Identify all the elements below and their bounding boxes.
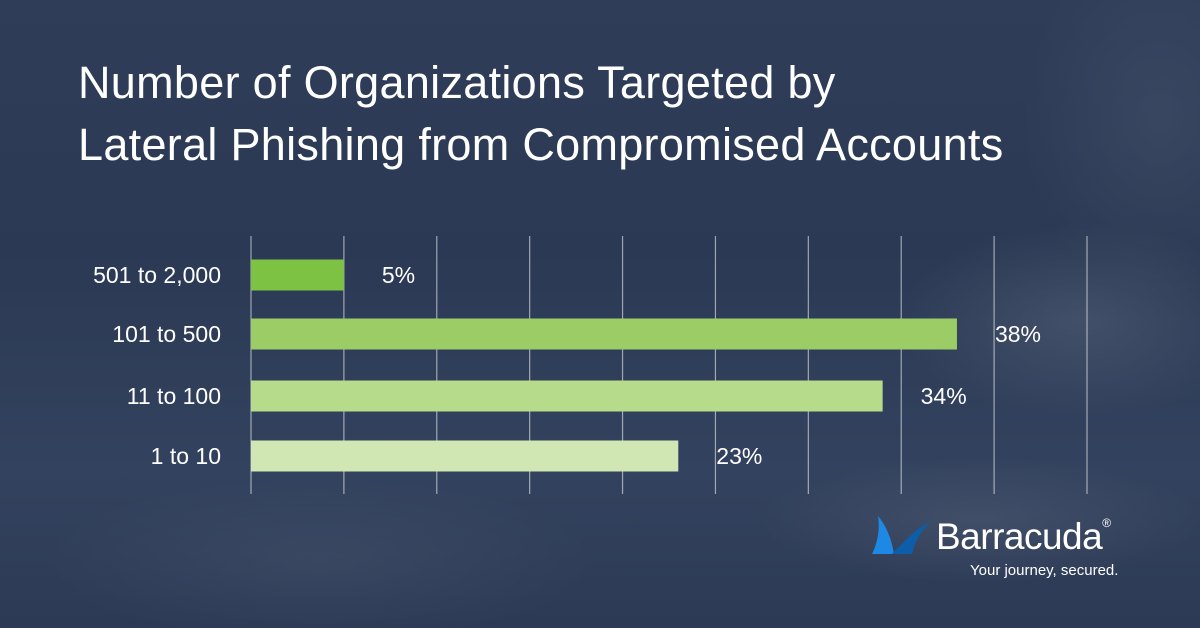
value-label-3: 23%: [716, 443, 762, 469]
chart-title-line-2: Lateral Phishing from Compromised Accoun…: [78, 119, 1004, 170]
category-label-2: 11 to 100: [127, 383, 221, 409]
chart-title-line-1: Number of Organizations Targeted by: [78, 57, 836, 108]
value-label-2: 34%: [921, 383, 967, 409]
value-label-0: 5%: [382, 262, 415, 288]
bar-0: [251, 259, 344, 291]
category-label-3: 1 to 10: [151, 443, 221, 469]
value-label-1: 38%: [995, 321, 1041, 347]
bar-1: [251, 318, 957, 350]
bar-3: [251, 440, 679, 472]
bar-2: [251, 380, 883, 412]
logo-name: Barracuda®: [936, 516, 1111, 557]
chart-title: Number of Organizations Targeted by Late…: [78, 52, 1178, 176]
barracuda-logo: Barracuda® Your journey, secured.: [870, 512, 1170, 582]
logo-tagline: Your journey, secured.: [970, 562, 1119, 579]
shark-fin-icon: [872, 516, 930, 554]
category-label-0: 501 to 2,000: [93, 262, 221, 288]
category-label-1: 101 to 500: [112, 321, 221, 347]
